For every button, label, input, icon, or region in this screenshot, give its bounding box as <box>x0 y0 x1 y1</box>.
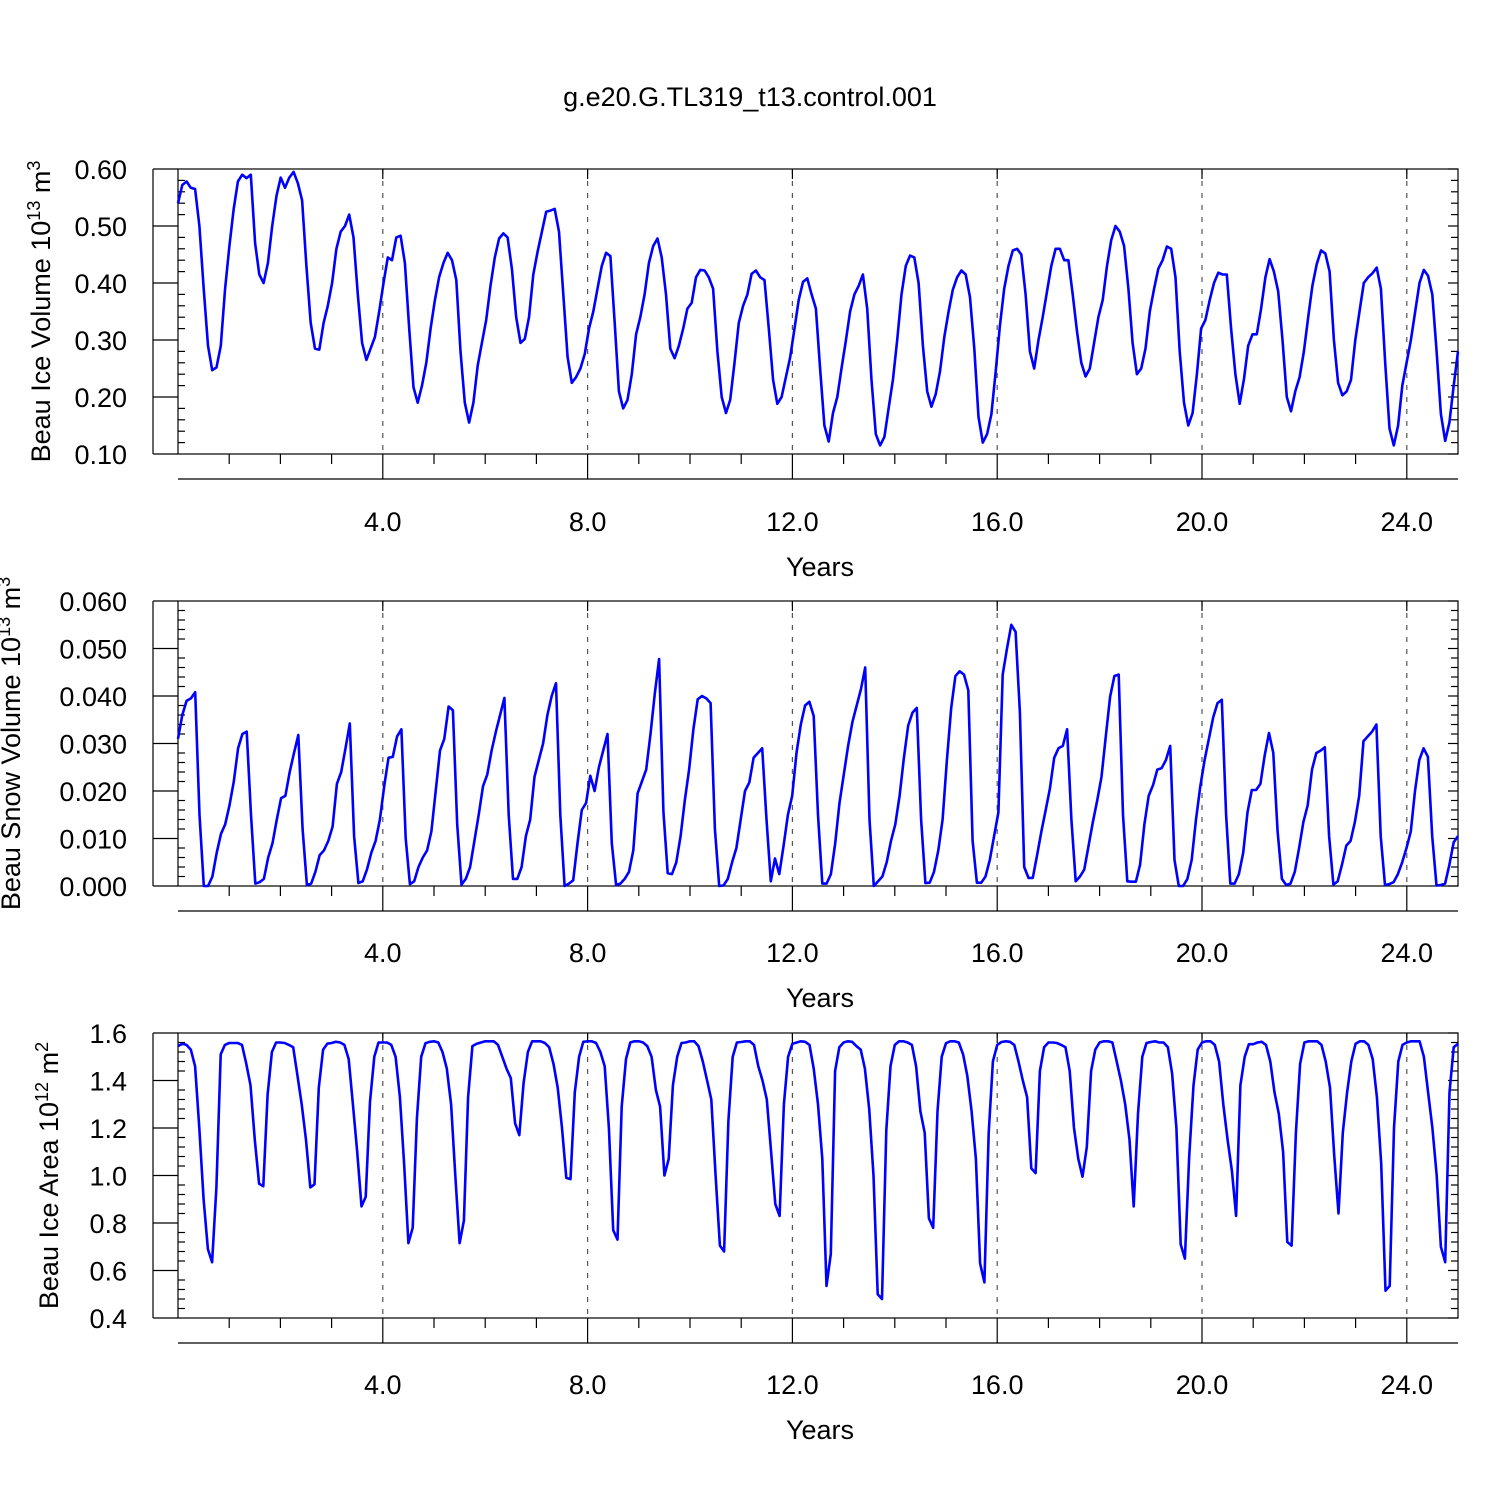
x-tick-label: 12.0 <box>766 507 819 537</box>
y-axis-label-text: Beau Snow Volume 10 <box>0 637 26 910</box>
x-tick-label: 24.0 <box>1381 938 1434 968</box>
y-tick-label: 1.0 <box>89 1162 127 1192</box>
x-tick-label: 12.0 <box>766 1370 819 1400</box>
x-tick-label: 12.0 <box>766 938 819 968</box>
y-axis-label-unit: m <box>26 171 56 201</box>
y-axis-label: Beau Ice Area 1012 m2 <box>32 1042 64 1309</box>
x-tick-label: 4.0 <box>364 1370 402 1400</box>
y-axis-label-unit-exponent: 3 <box>24 161 44 171</box>
x-axis-label: Years <box>786 1415 854 1445</box>
plot-frame <box>177 1032 1459 1319</box>
y-tick-label: 0.20 <box>74 383 127 413</box>
y-tick-label: 0.4 <box>89 1304 127 1334</box>
x-tick-label: 24.0 <box>1381 507 1434 537</box>
y-axis-label: Beau Ice Volume 1013 m3 <box>24 161 56 463</box>
x-axis-label: Years <box>786 552 854 582</box>
y-tick-label: 1.2 <box>89 1114 127 1144</box>
x-tick-label: 20.0 <box>1176 507 1229 537</box>
y-tick-label: 0.6 <box>89 1257 127 1287</box>
plot-frame <box>177 168 1459 455</box>
x-tick-label: 16.0 <box>971 507 1024 537</box>
y-axis-label-unit: m <box>34 1052 64 1082</box>
y-tick-label: 0.050 <box>59 635 127 665</box>
y-tick-label: 0.040 <box>59 682 127 712</box>
y-axis-label-exponent: 12 <box>32 1082 52 1102</box>
y-axis-label-text: Beau Ice Area 10 <box>34 1102 64 1309</box>
y-tick-label: 1.6 <box>89 1019 127 1049</box>
y-tick-label: 1.4 <box>89 1067 127 1097</box>
x-tick-label: 8.0 <box>569 507 607 537</box>
plots: 0.100.200.300.400.500.604.0 8.0 12.0 16.0 20… <box>0 155 1460 1445</box>
x-tick-label: 24.0 <box>1381 1370 1434 1400</box>
y-axis-label-unit: m <box>0 587 26 617</box>
y-tick-label: 0.020 <box>59 777 127 807</box>
y-axis-label: Beau Snow Volume 1013 m3 <box>0 577 26 910</box>
figure-title: g.e20.G.TL319_t13.control.001 <box>563 82 937 112</box>
x-axis-label: Years <box>786 983 854 1013</box>
y-axis-label-exponent: 13 <box>0 617 14 637</box>
y-tick-label: 0.30 <box>74 326 127 356</box>
y-axis-label-text: Beau Ice Volume 10 <box>26 221 56 463</box>
y-tick-label: 0.060 <box>59 587 127 617</box>
series-line <box>177 1040 1459 1301</box>
y-tick-label: 0.8 <box>89 1209 127 1239</box>
x-tick-label: 4.0 <box>364 938 402 968</box>
y-tick-label: 0.50 <box>74 212 127 242</box>
x-tick-label: 8.0 <box>569 1370 607 1400</box>
y-axis-label-unit-exponent: 2 <box>32 1042 52 1052</box>
panel-3: 0.4 0.6 0.8 1.0 1.2 1.4 1.6 4.0 8.0 12.0 16.0 20.0 2… <box>32 1019 1459 1445</box>
panel-2: 0.000 0.010 0.020 0.030 0.040 0.050 0.060 4.0 8.… <box>0 577 1460 1013</box>
y-tick-label: 0.030 <box>59 730 127 760</box>
y-tick-label: 0.10 <box>74 440 127 470</box>
series-line <box>176 623 1460 888</box>
x-tick-label: 16.0 <box>971 1370 1024 1400</box>
y-tick-label: 0.40 <box>74 269 127 299</box>
panel-1: 0.10 0.20 0.30 0.40 0.50 0.60 4.0 8.0 12.0 16.0 20… <box>24 155 1460 582</box>
x-tick-label: 20.0 <box>1176 938 1229 968</box>
y-axis-label-unit-exponent: 3 <box>0 577 14 587</box>
y-tick-label: 0.000 <box>59 872 127 902</box>
y-tick-label: 0.010 <box>59 825 127 855</box>
y-tick-label: 0.60 <box>74 155 127 185</box>
x-tick-label: 16.0 <box>971 938 1024 968</box>
x-tick-label: 8.0 <box>569 938 607 968</box>
series-line <box>176 170 1460 447</box>
x-tick-label: 20.0 <box>1176 1370 1229 1400</box>
x-tick-label: 4.0 <box>364 507 402 537</box>
y-axis-label-exponent: 13 <box>24 201 44 221</box>
